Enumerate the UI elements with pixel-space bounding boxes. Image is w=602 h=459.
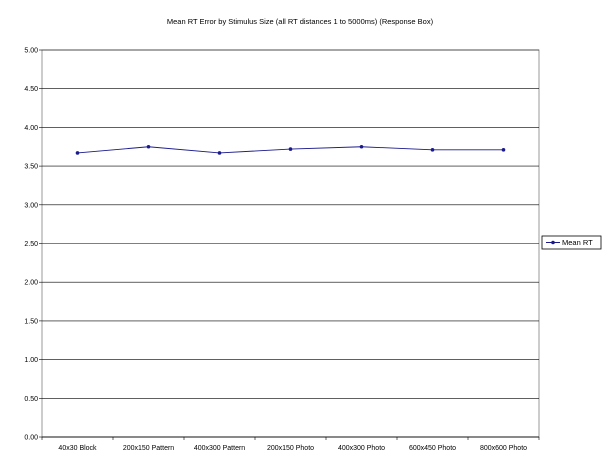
x-tick-label: 400x300 Pattern	[194, 445, 245, 452]
data-point	[359, 144, 364, 149]
legend-box	[541, 235, 602, 250]
x-tick-label: 200x150 Pattern	[123, 445, 174, 452]
x-tick-label: 600x450 Photo	[409, 445, 456, 452]
data-point	[146, 144, 151, 149]
legend: Mean RT	[541, 235, 602, 250]
x-tick-label: 200x150 Photo	[267, 445, 314, 452]
data-point	[75, 151, 80, 155]
y-tick-label: 2.50	[24, 241, 38, 248]
x-tick-label: 400x300 Photo	[338, 445, 385, 452]
plot-area: 0.00 0.50 1.00 1.50 2.00 2.50 3.00 3.50 4.00 4.50…	[24, 48, 540, 452]
y-tick-label: 3.00	[24, 202, 38, 209]
y-tick-label: 2.00	[24, 280, 38, 287]
y-tick-label: 4.00	[24, 125, 38, 132]
legend-label: Mean RT	[562, 238, 593, 247]
x-tick-label: 800x600 Photo	[480, 445, 527, 452]
data-point	[501, 148, 506, 152]
data-point	[430, 148, 435, 152]
legend-point-marker	[551, 240, 555, 245]
x-tick-label: 40x30 Block	[58, 445, 97, 452]
y-tick-label: 1.00	[24, 357, 38, 364]
y-tick-label: 4.50	[24, 86, 38, 93]
y-tick-label: 0.00	[24, 435, 38, 442]
chart-title: Mean RT Error by Stimulus Size (all RT d…	[167, 17, 434, 26]
y-tick-label: 3.50	[24, 164, 38, 171]
y-tick-label: 1.50	[24, 318, 38, 325]
y-tick-label: 5.00	[24, 48, 38, 55]
y-tick-label: 0.50	[24, 396, 38, 403]
data-point	[217, 151, 222, 155]
data-point	[288, 147, 293, 151]
